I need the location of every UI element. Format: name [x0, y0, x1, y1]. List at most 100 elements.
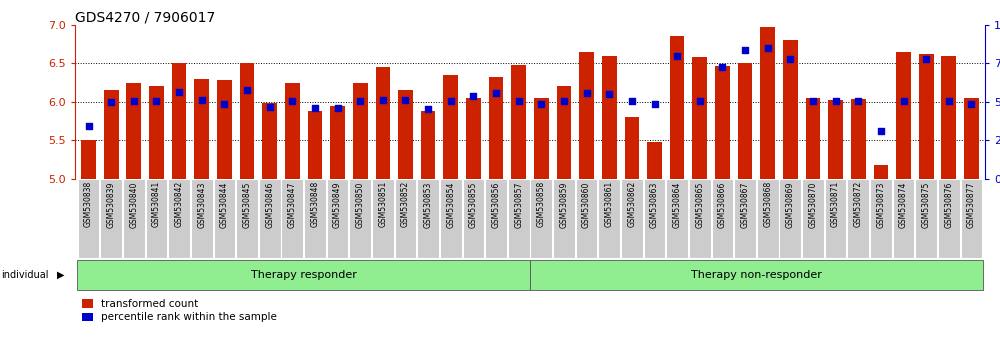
Point — [963, 101, 979, 107]
Point — [465, 93, 481, 99]
Point — [828, 98, 844, 104]
Text: Therapy responder: Therapy responder — [251, 269, 357, 280]
Point — [850, 98, 866, 104]
Bar — [806, 98, 820, 179]
Point — [284, 98, 300, 104]
Text: GSM530849: GSM530849 — [333, 181, 342, 228]
Text: GSM530854: GSM530854 — [446, 181, 455, 228]
Bar — [692, 57, 707, 179]
Text: GSM530846: GSM530846 — [265, 181, 274, 228]
Text: GSM530860: GSM530860 — [582, 181, 591, 228]
Bar — [421, 111, 435, 179]
Bar — [240, 63, 254, 179]
Point — [873, 128, 889, 134]
Point — [601, 91, 617, 97]
Text: GSM530865: GSM530865 — [695, 181, 704, 228]
Point — [352, 98, 368, 104]
Text: GSM530842: GSM530842 — [175, 181, 184, 227]
Point — [103, 99, 119, 105]
Bar — [557, 86, 571, 179]
Text: GSM530839: GSM530839 — [107, 181, 116, 228]
Bar — [666, 179, 688, 258]
Point — [375, 97, 391, 103]
Bar — [621, 179, 643, 258]
Bar — [191, 179, 213, 258]
Text: GSM530871: GSM530871 — [831, 181, 840, 227]
Text: GSM530859: GSM530859 — [559, 181, 568, 228]
Bar — [874, 165, 888, 179]
Text: GSM530850: GSM530850 — [356, 181, 365, 228]
Bar — [919, 54, 934, 179]
Point — [941, 98, 957, 104]
Text: GSM530848: GSM530848 — [310, 181, 319, 227]
Bar — [896, 52, 911, 179]
Bar — [285, 82, 300, 179]
Text: ▶: ▶ — [57, 269, 64, 280]
Bar — [915, 179, 937, 258]
Bar — [783, 40, 798, 179]
Bar — [123, 179, 145, 258]
Bar — [485, 179, 507, 258]
Text: GSM530870: GSM530870 — [808, 181, 817, 228]
Text: Therapy non-responder: Therapy non-responder — [691, 269, 822, 280]
Bar — [715, 65, 730, 179]
Bar — [530, 260, 983, 290]
Bar — [78, 179, 99, 258]
Bar — [511, 65, 526, 179]
Point — [488, 90, 504, 95]
Text: GSM530874: GSM530874 — [899, 181, 908, 228]
Point — [737, 47, 753, 53]
Text: individual: individual — [1, 269, 48, 280]
Text: GSM530841: GSM530841 — [152, 181, 161, 227]
Bar — [304, 179, 326, 258]
Text: GSM530875: GSM530875 — [922, 181, 931, 228]
Bar — [281, 179, 303, 258]
Point — [126, 98, 142, 104]
Point — [782, 57, 798, 62]
Bar — [964, 98, 979, 179]
Bar — [779, 179, 801, 258]
Text: GSM530853: GSM530853 — [424, 181, 433, 228]
Bar — [738, 63, 752, 179]
Bar — [349, 179, 371, 258]
Bar — [508, 179, 530, 258]
Point — [556, 98, 572, 104]
Text: GSM530876: GSM530876 — [944, 181, 953, 228]
Bar — [553, 179, 575, 258]
Bar — [847, 179, 869, 258]
Bar — [893, 179, 914, 258]
Bar — [828, 100, 843, 179]
Text: GSM530877: GSM530877 — [967, 181, 976, 228]
Bar — [146, 179, 167, 258]
Text: GSM530844: GSM530844 — [220, 181, 229, 228]
Bar — [961, 179, 982, 258]
Bar — [760, 27, 775, 179]
Bar — [579, 52, 594, 179]
Point — [171, 89, 187, 95]
Bar — [214, 179, 235, 258]
Bar — [598, 179, 620, 258]
Bar — [194, 79, 209, 179]
Point — [714, 64, 730, 70]
Text: GSM530868: GSM530868 — [763, 181, 772, 227]
Legend: transformed count, percentile rank within the sample: transformed count, percentile rank withi… — [80, 297, 279, 325]
Bar — [168, 179, 190, 258]
Point — [420, 107, 436, 112]
Text: GSM530863: GSM530863 — [650, 181, 659, 228]
Bar — [870, 179, 892, 258]
Bar — [534, 98, 549, 179]
Bar — [236, 179, 258, 258]
Point — [533, 101, 549, 107]
Bar — [489, 77, 503, 179]
Bar — [398, 90, 413, 179]
Text: GSM530861: GSM530861 — [605, 181, 614, 227]
Bar — [262, 103, 277, 179]
Point — [647, 101, 663, 107]
Bar — [689, 179, 711, 258]
Bar — [712, 179, 733, 258]
Text: GSM530866: GSM530866 — [718, 181, 727, 228]
Text: GSM530845: GSM530845 — [243, 181, 252, 228]
Bar — [647, 142, 662, 179]
Bar — [395, 179, 416, 258]
Text: GSM530840: GSM530840 — [129, 181, 138, 228]
